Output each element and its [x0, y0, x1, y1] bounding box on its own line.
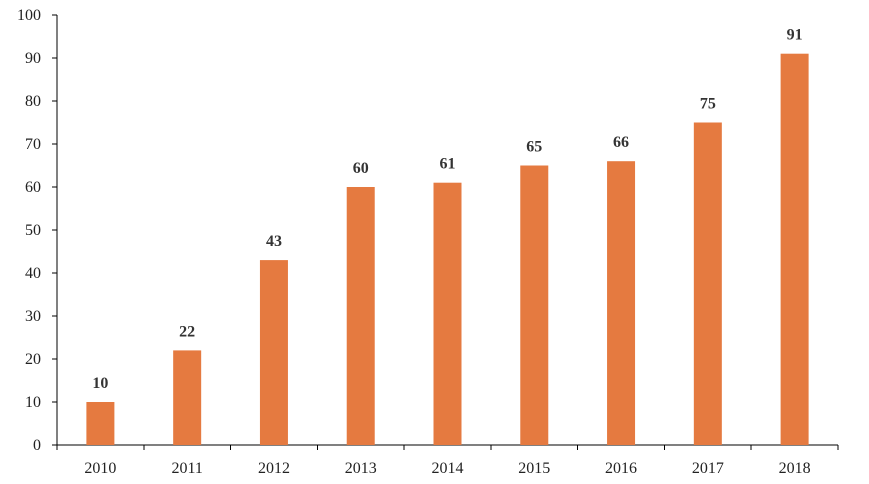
data-label: 22	[179, 323, 195, 340]
x-tick-label: 2015	[518, 460, 550, 477]
bar	[259, 260, 288, 445]
bar	[86, 402, 115, 445]
y-axis: 0 10 20 30 40 50 60 70 80 90 100	[17, 7, 58, 454]
data-label: 61	[440, 156, 456, 173]
data-label: 75	[700, 96, 716, 113]
x-tick-label: 2014	[432, 460, 464, 477]
y-tick-label: 50	[25, 222, 41, 239]
x-tick-label: 2011	[171, 460, 202, 477]
x-tick-label: 2016	[605, 460, 637, 477]
data-label: 66	[613, 134, 629, 151]
data-label: 10	[92, 375, 108, 392]
data-labels: 10 22 43 60 61 65 66 75 91	[92, 27, 802, 392]
y-tick-label: 60	[25, 179, 41, 196]
x-axis: 2010 2011 2012 2013 2014 2015 2016 2017 2018	[56, 444, 839, 477]
x-tick-label: 2017	[692, 460, 724, 477]
bar	[520, 165, 549, 445]
x-tick-label: 2018	[779, 460, 811, 477]
y-tick-label: 80	[25, 93, 41, 110]
y-tick-label: 10	[25, 394, 41, 411]
data-label: 91	[787, 27, 803, 44]
bar	[433, 182, 462, 445]
y-tick-label: 40	[25, 265, 41, 282]
y-tick-label: 70	[25, 136, 41, 153]
y-tick-label: 100	[17, 7, 41, 24]
bar	[173, 350, 202, 445]
x-tick-label: 2010	[84, 460, 116, 477]
x-tick-label: 2013	[345, 460, 377, 477]
data-label: 60	[353, 160, 369, 177]
x-tick-label: 2012	[258, 460, 290, 477]
bar	[780, 53, 809, 445]
y-tick-label: 90	[25, 50, 41, 67]
bar	[607, 161, 636, 445]
bar	[693, 122, 722, 445]
bar	[346, 187, 375, 445]
y-tick-label: 30	[25, 308, 41, 325]
bar-series	[86, 53, 809, 445]
data-label: 43	[266, 233, 282, 250]
data-label: 65	[526, 139, 542, 156]
y-tick-label: 20	[25, 351, 41, 368]
y-tick-label: 0	[33, 437, 41, 454]
